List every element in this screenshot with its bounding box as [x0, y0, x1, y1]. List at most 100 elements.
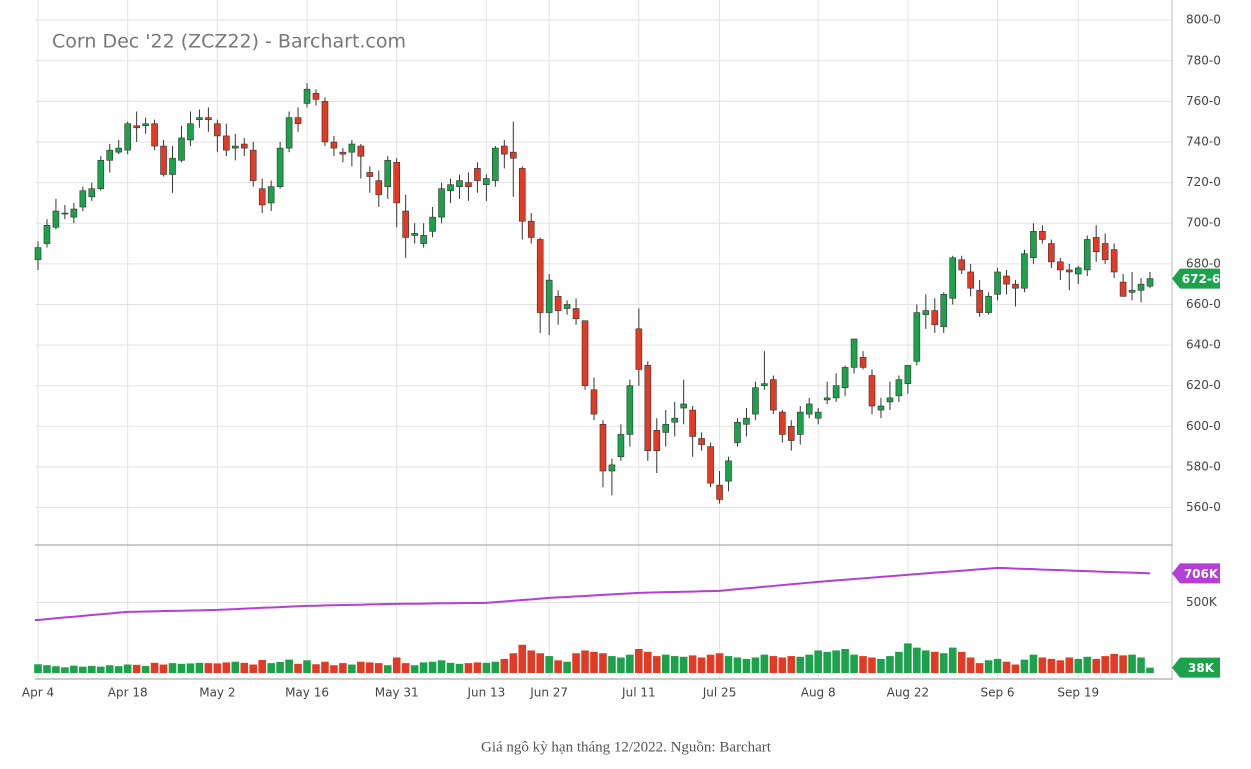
volume-bar: [357, 661, 365, 673]
volume-bar: [859, 656, 867, 673]
candle-body: [214, 123, 221, 137]
grid: [35, 0, 1172, 679]
candle-body: [43, 224, 51, 244]
x-tick-label: Jul 11: [621, 686, 656, 700]
volume-bar: [697, 657, 706, 673]
candle-body: [868, 375, 876, 407]
volume-bar: [1083, 656, 1092, 673]
volume-bar: [1074, 658, 1083, 673]
volume-bar: [213, 663, 222, 673]
candle-body: [276, 147, 284, 187]
x-tick-label: May 2: [199, 686, 235, 700]
volume-bar: [437, 660, 446, 673]
volume-bar: [626, 654, 634, 673]
candle-body: [787, 426, 795, 441]
volume-bar: [706, 654, 715, 673]
candle-body: [1021, 253, 1028, 289]
volume-bar: [581, 650, 589, 673]
volume-bar: [1011, 664, 1020, 673]
y-tick-label: 800-0: [1186, 13, 1221, 27]
candle-body: [886, 397, 894, 403]
candle-body: [357, 145, 365, 157]
candle-body: [743, 417, 750, 425]
x-tick-label: May 16: [285, 686, 329, 700]
candle-body: [752, 387, 759, 415]
candle-body: [779, 411, 786, 435]
volume-bar: [303, 660, 311, 673]
candle-body: [518, 168, 526, 222]
volume-bar: [670, 656, 679, 673]
candle-body: [348, 143, 356, 153]
candle-body: [420, 235, 427, 244]
candle-body: [1039, 231, 1046, 240]
candle-body: [375, 180, 383, 196]
volume-bar: [419, 662, 428, 673]
volume-bar: [760, 654, 769, 673]
volume-bar: [88, 665, 96, 673]
volume-bar: [446, 662, 455, 673]
candle-body: [447, 184, 454, 192]
candle-body: [563, 304, 571, 309]
volume-bar: [141, 665, 150, 673]
candle-body: [895, 379, 903, 397]
volume-bar: [850, 654, 858, 673]
last-price-tag: 672-6: [1182, 272, 1220, 286]
volume-bar: [348, 664, 356, 673]
volume-bar: [204, 663, 213, 673]
candle-body: [823, 397, 831, 401]
x-tick-label: Apr 4: [22, 686, 54, 700]
candle-body: [169, 157, 176, 175]
volume-bar: [886, 656, 894, 673]
candle-body: [178, 137, 185, 161]
volume-bar: [1119, 655, 1127, 673]
volume-bar: [294, 663, 302, 673]
candle-body: [877, 405, 885, 411]
volume-bar: [679, 656, 688, 673]
candle-body: [581, 320, 589, 386]
candle-body: [133, 125, 140, 129]
volume-bar: [1110, 653, 1118, 673]
volume-bar: [258, 660, 266, 673]
candle-body: [52, 210, 60, 228]
volume-bar: [966, 657, 975, 673]
volume-bar: [1038, 657, 1047, 673]
candle-body: [187, 123, 194, 141]
volume-bar: [1146, 667, 1154, 673]
candle-body: [258, 188, 266, 206]
candle-body: [904, 365, 912, 384]
y-tick-label: 640-0: [1186, 338, 1221, 352]
volume-bar: [957, 651, 966, 673]
y-tick-label: 700-0: [1186, 216, 1221, 230]
volume-bar: [401, 663, 410, 673]
candle-body: [160, 145, 167, 175]
candle-body: [590, 389, 598, 415]
volume-tag: 38K: [1188, 661, 1215, 675]
volume-bar: [796, 656, 805, 673]
candle-body: [509, 151, 517, 159]
volume-bar: [1065, 657, 1074, 673]
candle-body: [1012, 283, 1019, 289]
volume-bar: [195, 662, 204, 673]
candle-body: [411, 233, 418, 236]
candle-body: [554, 296, 562, 311]
y-tick-label: 780-0: [1186, 53, 1221, 67]
candle-body: [1030, 231, 1037, 259]
volume-bar: [222, 662, 231, 673]
x-tick-label: Aug 22: [887, 686, 930, 700]
candle-body: [985, 296, 992, 313]
candle-body: [492, 147, 499, 181]
candle-body: [949, 257, 957, 299]
volume-bar: [186, 663, 195, 673]
volume-bar: [527, 650, 536, 673]
volume-bar: [652, 656, 661, 673]
candle-body: [1137, 283, 1145, 291]
caption: Giá ngô kỳ hạn tháng 12/2022. Nguồn: Bar…: [481, 739, 772, 755]
candle-body: [698, 438, 705, 445]
candle-body: [61, 212, 69, 215]
candle-body: [680, 403, 687, 409]
volume-bar: [79, 666, 87, 673]
candle-body: [1074, 267, 1082, 275]
volume-bar: [491, 661, 500, 673]
volume-bar: [464, 663, 473, 673]
